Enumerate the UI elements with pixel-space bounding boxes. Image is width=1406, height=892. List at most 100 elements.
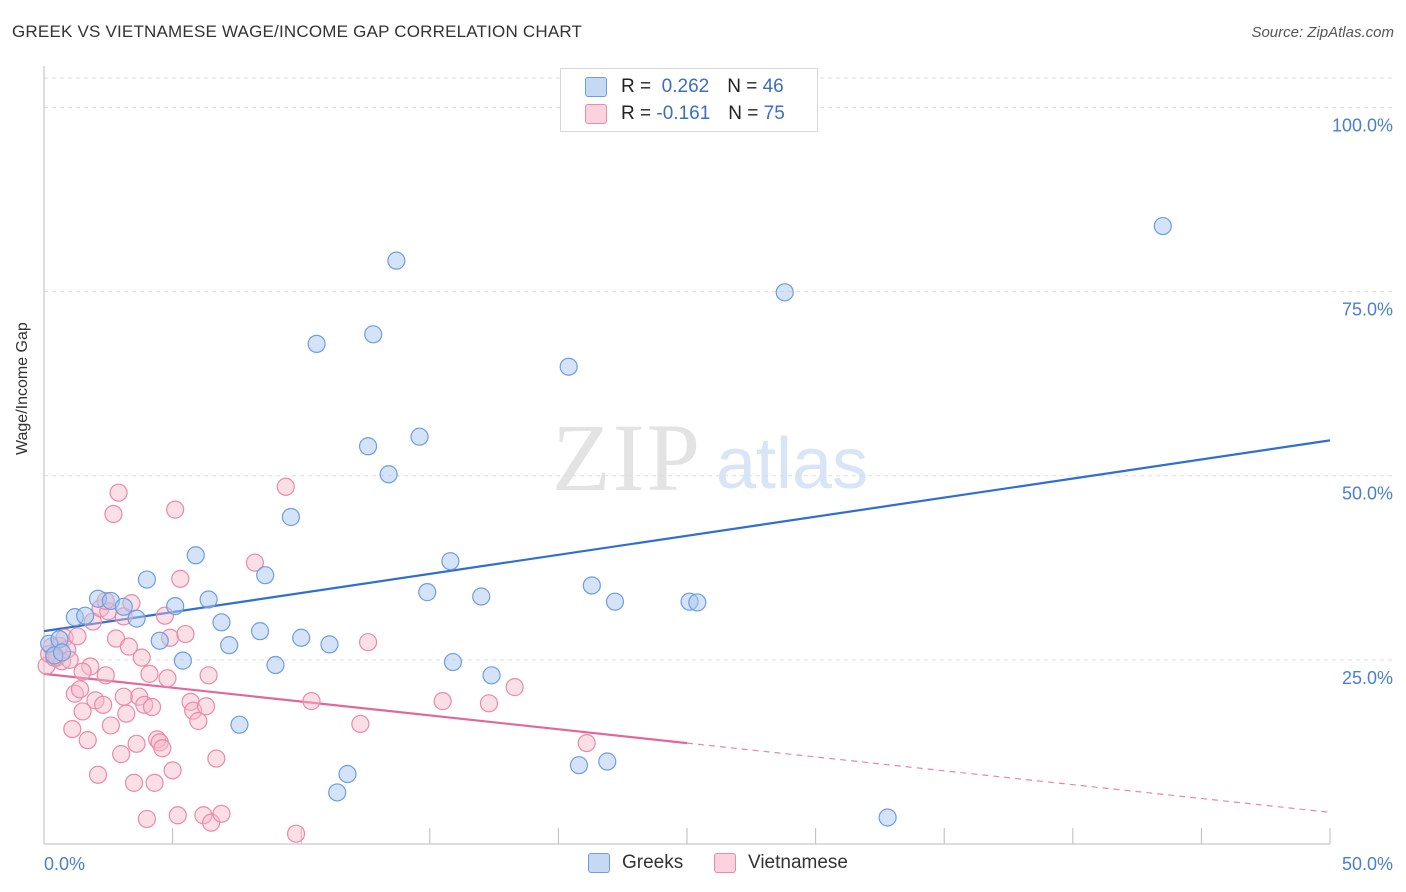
data-point-vietnamese (212, 804, 231, 823)
data-point-greeks (364, 325, 383, 344)
data-point-vietnamese (163, 761, 182, 780)
legend-r-value: 0.262 (661, 76, 710, 97)
bottom-legend-swatch-greeks (588, 853, 610, 873)
data-point-greeks (358, 437, 378, 456)
data-point-vietnamese (351, 714, 370, 734)
trend-line-vietnamese (43, 672, 688, 745)
data-point-vietnamese (73, 662, 92, 681)
data-point-greeks (410, 427, 429, 446)
legend-r-value: -0.161 (656, 103, 711, 124)
legend-swatch-greeks (585, 77, 607, 97)
data-point-vietnamese (124, 773, 144, 792)
bottom-legend-label-greeks: Greeks (622, 852, 684, 873)
watermark: ZIP atlas (552, 404, 868, 511)
data-point-vietnamese (176, 624, 195, 644)
data-point-vietnamese (189, 711, 208, 731)
data-point-greeks (199, 590, 218, 609)
source-label: Source: ZipAtlas.com (1251, 24, 1394, 41)
x-tick-label: 0.0% (44, 854, 85, 874)
data-point-vietnamese (168, 806, 187, 825)
data-point-greeks (582, 576, 601, 595)
data-point-greeks (1153, 216, 1172, 236)
data-point-vietnamese (101, 716, 120, 735)
data-point-vietnamese (63, 719, 82, 739)
data-point-greeks (266, 655, 285, 675)
data-point-greeks (150, 631, 169, 650)
data-point-vietnamese (145, 773, 164, 792)
data-point-vietnamese (358, 633, 378, 652)
data-point-greeks (166, 596, 185, 616)
data-point-vietnamese (96, 666, 115, 685)
legend-n-value: 46 (762, 76, 784, 97)
bottom-legend-swatch-vietnamese (714, 853, 736, 873)
data-point-greeks (338, 764, 357, 784)
data-point-vietnamese (245, 553, 265, 572)
bottom-legend-vietnamese: Vietnamese (714, 852, 848, 874)
data-point-greeks (52, 643, 72, 662)
data-point-vietnamese (117, 704, 136, 723)
data-point-vietnamese (119, 637, 138, 656)
data-point-greeks (307, 334, 326, 353)
data-point-greeks (173, 651, 192, 670)
watermark-zip: ZIP (552, 404, 702, 511)
data-point-vietnamese (70, 680, 90, 699)
data-point-vietnamese (302, 692, 321, 711)
data-point-greeks (281, 507, 301, 527)
data-point-vietnamese (137, 809, 156, 829)
data-point-greeks (598, 752, 617, 771)
data-point-greeks (212, 613, 231, 632)
data-point-vietnamese (286, 824, 306, 843)
data-point-greeks (320, 635, 339, 654)
data-point-greeks (114, 597, 133, 616)
data-point-vietnamese (207, 749, 226, 768)
y-tick-label: 50.0% (1342, 484, 1393, 504)
data-point-vietnamese (577, 733, 596, 753)
data-point-vietnamese (166, 500, 185, 519)
data-point-vietnamese (148, 730, 167, 749)
data-point-greeks (76, 606, 95, 625)
data-point-vietnamese (140, 664, 159, 683)
data-point-greeks (775, 283, 794, 302)
data-point-vietnamese (68, 627, 87, 646)
data-point-greeks (387, 251, 406, 270)
trend-line-vietnamese-extrapolated (686, 742, 1331, 813)
data-point-vietnamese (479, 694, 499, 713)
legend-r-label: R = (621, 103, 652, 124)
legend-row-greeks: R = 0.262 N = 46 (585, 74, 784, 100)
data-point-greeks (482, 666, 501, 685)
legend-n-label: N = (728, 103, 759, 124)
data-point-greeks (292, 628, 311, 647)
data-point-greeks (605, 592, 625, 611)
data-point-vietnamese (171, 569, 190, 588)
y-tick-label: 100.0% (1332, 115, 1393, 135)
bottom-legend-greeks: Greeks (588, 852, 683, 874)
bottom-legend-label-vietnamese: Vietnamese (748, 852, 848, 873)
data-point-vietnamese (196, 697, 216, 716)
data-point-vietnamese (112, 745, 131, 764)
data-point-vietnamese (127, 734, 146, 753)
legend-n-value: 75 (763, 103, 785, 124)
data-point-greeks (379, 465, 398, 484)
data-point-greeks (688, 593, 707, 612)
data-point-greeks (230, 715, 249, 734)
data-point-vietnamese (153, 739, 172, 758)
data-point-greeks (328, 783, 347, 802)
data-point-vietnamese (276, 477, 295, 496)
data-point-greeks (256, 566, 275, 585)
data-point-greeks (569, 756, 589, 775)
data-point-vietnamese (114, 687, 133, 706)
data-point-vietnamese (199, 666, 218, 685)
data-point-greeks (441, 552, 460, 571)
data-point-greeks (220, 636, 239, 655)
legend-r-label: R = (621, 76, 652, 97)
data-point-vietnamese (109, 483, 128, 502)
data-point-vietnamese (505, 678, 524, 697)
watermark-atlas: atlas (716, 424, 868, 504)
data-point-vietnamese (73, 702, 92, 721)
data-point-vietnamese (94, 695, 113, 714)
data-point-greeks (559, 357, 578, 376)
legend-swatch-vietnamese (585, 104, 607, 124)
y-tick-label: 25.0% (1342, 668, 1393, 688)
data-point-vietnamese (158, 669, 177, 688)
